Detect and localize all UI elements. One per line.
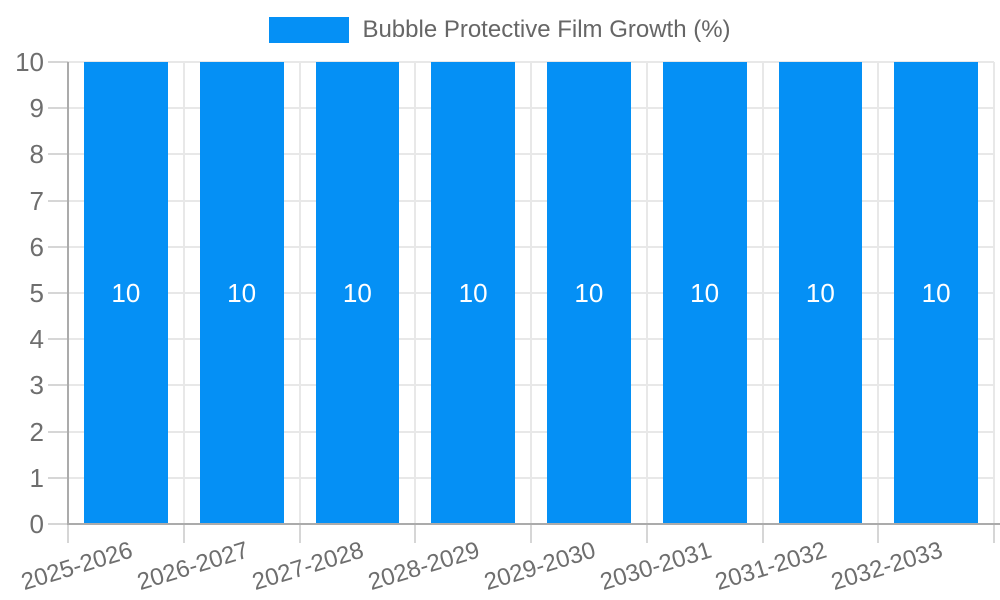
- x-axis-tick: [993, 524, 995, 543]
- gridline-vertical: [182, 62, 185, 524]
- gridline-vertical: [645, 62, 648, 524]
- bar-value-label: 10: [921, 277, 951, 308]
- bar[interactable]: 10: [315, 62, 400, 524]
- bar[interactable]: 10: [894, 62, 978, 524]
- bar[interactable]: 10: [547, 62, 631, 524]
- y-axis-tick-label: 5: [29, 278, 44, 308]
- y-axis-tick-label: 10: [15, 47, 44, 77]
- gridline-vertical: [530, 62, 532, 524]
- y-axis-tick: [48, 430, 68, 433]
- gridline-vertical: [877, 62, 880, 524]
- y-axis-tick-label: 2: [29, 416, 44, 447]
- x-axis-tick: [182, 524, 185, 543]
- x-axis-tick: [67, 524, 69, 543]
- bar-value-label: 10: [458, 277, 488, 308]
- y-axis-tick: [48, 153, 68, 156]
- bar[interactable]: 10: [662, 62, 747, 524]
- gridline-vertical: [298, 62, 301, 524]
- y-axis-tick-label: 3: [29, 370, 44, 401]
- gridline-vertical: [761, 62, 764, 524]
- y-axis-tick-label: 8: [29, 139, 44, 170]
- y-axis-tick-label: 7: [29, 185, 44, 216]
- x-axis-line: [67, 523, 1000, 525]
- legend-label: Bubble Protective Film Growth (%): [362, 16, 731, 43]
- x-axis-tick: [761, 524, 764, 543]
- y-axis-tick-label: 1: [29, 462, 44, 493]
- bar[interactable]: 10: [778, 62, 863, 524]
- legend[interactable]: Bubble Protective Film Growth (%): [0, 16, 1000, 44]
- y-axis-tick: [48, 384, 68, 387]
- bar-value-label: 10: [690, 277, 720, 308]
- y-axis-tick: [48, 61, 68, 63]
- bar[interactable]: 10: [199, 62, 284, 524]
- x-axis-tick: [530, 524, 532, 543]
- y-axis-tick-label: 9: [29, 93, 44, 124]
- y-axis-tick: [48, 523, 68, 525]
- bar[interactable]: 10: [431, 62, 515, 524]
- y-axis-line: [67, 62, 69, 524]
- gridline-vertical: [993, 62, 995, 524]
- x-axis-tick: [298, 524, 301, 543]
- legend-swatch: [269, 17, 350, 43]
- x-axis-tick: [414, 524, 417, 543]
- bar-value-label: 10: [574, 277, 604, 308]
- y-axis-tick: [48, 292, 68, 294]
- bar-value-label: 10: [111, 277, 141, 308]
- y-axis-tick: [48, 199, 68, 202]
- bar-value-label: 10: [342, 277, 372, 308]
- bar-value-label: 10: [805, 277, 835, 308]
- y-axis-tick: [48, 107, 68, 110]
- x-axis-tick: [645, 524, 648, 543]
- y-axis-tick: [48, 245, 68, 248]
- y-axis-tick-label: 4: [29, 324, 44, 355]
- x-axis-tick: [877, 524, 880, 543]
- y-axis-tick-label: 6: [29, 231, 44, 262]
- bar[interactable]: 10: [84, 62, 168, 524]
- gridline-vertical: [414, 62, 417, 524]
- y-axis-tick-label: 0: [29, 509, 44, 539]
- bar-value-label: 10: [227, 277, 257, 308]
- y-axis-tick: [48, 476, 68, 479]
- y-axis-tick: [48, 338, 68, 341]
